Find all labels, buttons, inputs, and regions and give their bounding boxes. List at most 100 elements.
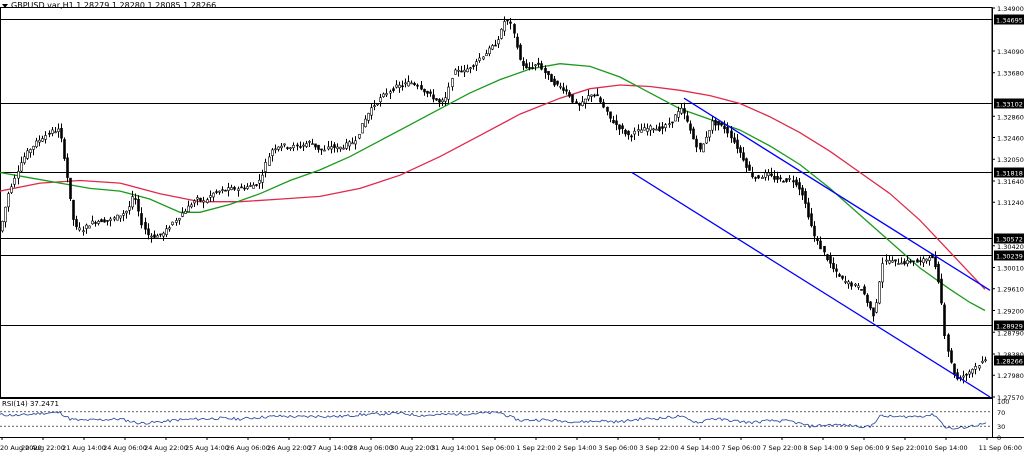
y-tick-label-15: 1.27570	[997, 394, 1024, 402]
candle-body	[807, 202, 810, 218]
candle-body	[150, 235, 153, 238]
candle-body	[878, 281, 881, 304]
candle-body	[202, 200, 205, 203]
level-tag-3	[994, 233, 1024, 244]
candle-body	[317, 144, 320, 150]
candle-body	[221, 189, 224, 191]
candle-body	[193, 200, 196, 204]
candle-body	[916, 259, 919, 263]
candle-body	[320, 148, 323, 151]
candle-body	[798, 182, 801, 190]
x-tick-label-15: 3 Sep 06:00	[598, 444, 637, 452]
candle-body	[900, 262, 903, 265]
candle-body	[305, 143, 308, 147]
x-tick-label-21: 9 Sep 06:00	[844, 444, 883, 452]
candle-body	[392, 88, 395, 91]
x-tick-label-6: 26 Aug 06:00	[226, 444, 270, 452]
grid-layer	[0, 7, 1024, 438]
y-tick-label-5: 1.32050	[997, 156, 1024, 164]
candle-body	[435, 98, 438, 101]
candle-body	[720, 122, 723, 126]
candle-body	[29, 149, 32, 153]
y-tick-label-2: 1.33680	[997, 70, 1024, 78]
level-tag-label-4: 1.30239	[996, 253, 1023, 261]
rsi-tick-label-1: 70	[997, 409, 1005, 417]
candle-body	[940, 278, 943, 304]
x-tick-label-17: 4 Sep 14:00	[680, 444, 719, 452]
x-tick-label-12: 1 Sep 06:00	[475, 444, 514, 452]
candle-body	[69, 177, 72, 200]
candle-body	[153, 234, 156, 238]
candle-body	[655, 128, 658, 131]
candle-body	[423, 88, 426, 93]
candle-body	[283, 143, 286, 146]
candle-body	[97, 221, 100, 224]
candle-body	[640, 129, 643, 133]
candle-body	[327, 146, 330, 150]
candle-body	[894, 259, 897, 262]
candle-body	[373, 105, 376, 107]
level-tag-0	[994, 14, 1024, 25]
price-pane-frame	[0, 7, 993, 398]
candle-body	[382, 93, 385, 97]
candle-body	[292, 145, 295, 149]
candle-body	[984, 359, 987, 362]
candle-body	[82, 230, 85, 233]
candle-body	[54, 131, 57, 134]
candle-body	[367, 113, 370, 121]
candle-body	[606, 106, 609, 112]
candle-body	[165, 228, 168, 235]
candle-body	[556, 80, 559, 85]
candle-body	[832, 263, 835, 270]
candle-body	[928, 257, 931, 261]
candle-body	[119, 215, 122, 219]
candle-body	[776, 175, 779, 180]
candle-body	[795, 179, 798, 186]
candle-body	[519, 44, 522, 60]
candle-body	[937, 263, 940, 283]
candle-body	[395, 84, 398, 88]
candle-body	[432, 94, 435, 100]
candle-body	[506, 19, 509, 22]
candle-body	[587, 95, 590, 100]
candle-body	[819, 240, 822, 250]
candle-body	[23, 156, 26, 164]
candle-body	[35, 140, 38, 148]
candle-body	[348, 141, 351, 147]
x-tick-label-3: 24 Aug 06:00	[103, 444, 147, 452]
candle-body	[94, 222, 97, 224]
candle-body	[398, 84, 401, 88]
candle-body	[361, 123, 364, 134]
candle-body	[20, 162, 23, 172]
candle-body	[847, 281, 850, 285]
candle-body	[463, 69, 466, 73]
candle-body	[742, 152, 745, 161]
candle-body	[590, 94, 593, 97]
candle-body	[813, 225, 816, 237]
candle-body	[596, 94, 599, 97]
candle-body	[441, 99, 444, 103]
candle-body	[426, 90, 429, 94]
x-tick-label-9: 28 Aug 06:00	[349, 444, 393, 452]
candle-body	[190, 204, 193, 208]
level-lines	[0, 19, 992, 326]
candle-body	[881, 263, 884, 283]
candle-body	[857, 285, 860, 288]
candle-body	[692, 128, 695, 140]
candle-body	[280, 145, 283, 149]
candle-body	[271, 149, 274, 156]
candle-body	[302, 144, 305, 147]
candle-body	[770, 173, 773, 176]
candle-body	[733, 137, 736, 143]
candle-body	[258, 179, 261, 184]
x-tick-label-7: 26 Aug 22:00	[267, 444, 311, 452]
candle-body	[624, 129, 627, 135]
candle-body	[618, 124, 621, 130]
candle-body	[664, 124, 667, 129]
candle-body	[850, 282, 853, 287]
candle-body	[748, 164, 751, 171]
candle-body	[336, 146, 339, 149]
candle-body	[751, 171, 754, 178]
candle-body	[702, 143, 705, 153]
